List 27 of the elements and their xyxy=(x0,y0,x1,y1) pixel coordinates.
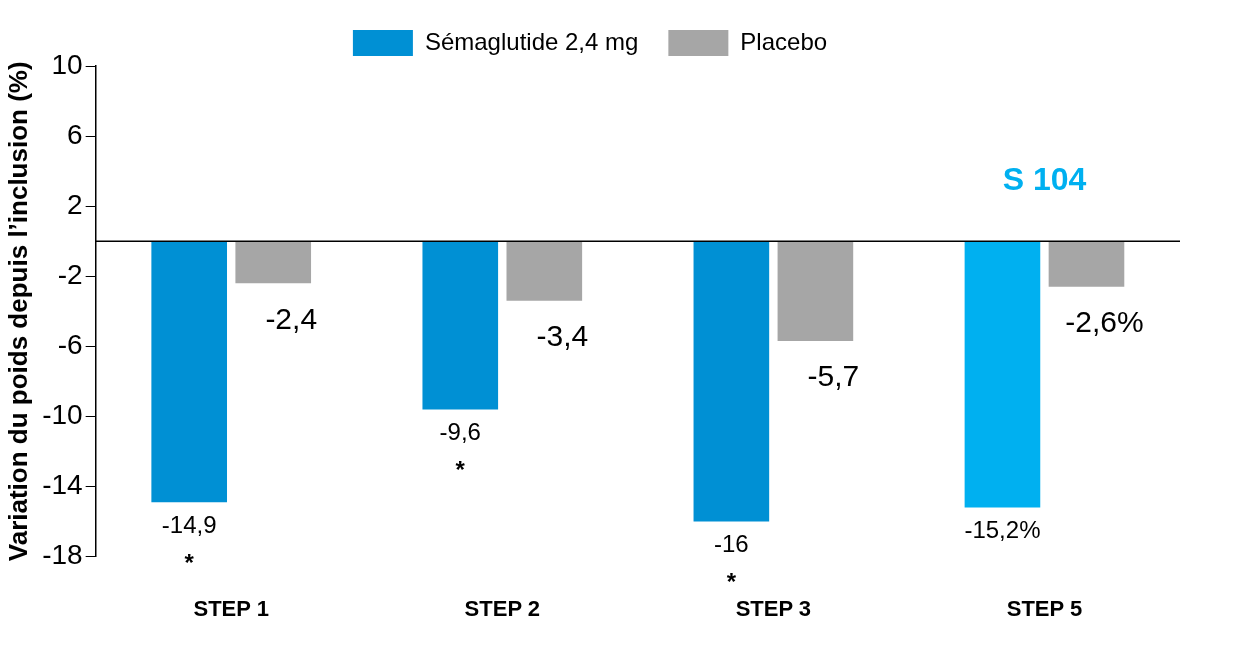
data-label: -9,6 xyxy=(439,418,481,446)
data-label: -3,4 xyxy=(536,319,589,353)
y-tick-label: 6 xyxy=(67,118,83,150)
y-tick-label: -10 xyxy=(42,399,83,431)
y-tick-label: 2 xyxy=(67,188,83,220)
legend-label: Sémaglutide 2,4 mg xyxy=(424,27,639,55)
y-tick-label: -14 xyxy=(42,469,83,501)
legend-label: Placebo xyxy=(740,27,828,55)
y-tick-label: -6 xyxy=(57,329,83,361)
data-label: -16 xyxy=(714,530,749,558)
annotation: * xyxy=(726,568,737,596)
data-label: -14,9 xyxy=(161,510,217,538)
data-label: -2,6% xyxy=(1065,305,1144,339)
x-tick-label: STEP 2 xyxy=(464,595,540,621)
data-label: -2,4 xyxy=(265,301,318,335)
data-label: -5,7 xyxy=(807,359,860,393)
x-tick-label: STEP 1 xyxy=(193,595,269,621)
x-tick-label: STEP 3 xyxy=(735,595,812,621)
annotation: * xyxy=(184,548,195,576)
y-axis-title: Variation du poids depuis l’inclusion (%) xyxy=(2,61,33,562)
y-tick-label: -2 xyxy=(57,258,83,290)
annotation: * xyxy=(455,456,466,484)
x-tick-label: STEP 5 xyxy=(1006,595,1083,621)
data-label: -15,2% xyxy=(964,516,1041,544)
y-tick-label: 10 xyxy=(51,48,83,80)
annotation: S 104 xyxy=(1002,161,1087,198)
y-tick-label: -18 xyxy=(42,539,83,571)
